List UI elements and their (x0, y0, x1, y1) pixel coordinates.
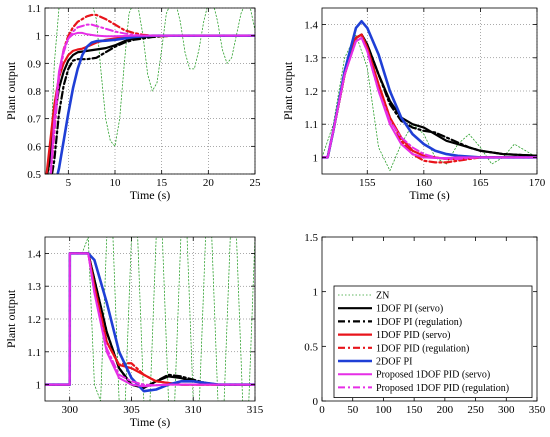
x-tick-label: 200 (437, 404, 454, 416)
y-axis-label: Plant output (4, 289, 18, 348)
x-tick-label: 25 (250, 177, 262, 189)
x-tick-label: 165 (472, 177, 489, 189)
y-tick-label: 0.7 (27, 114, 41, 126)
panel-top-left: 5 10 15 20 25 0.5 0.6 0.7 0.8 0.9 1 1.1 Time (s) Plan… (4, 3, 262, 202)
axes-frame (321, 236, 538, 402)
x-tick-label: 150 (406, 404, 423, 416)
series-line-proposed-1dof-pid-regulation- (45, 252, 255, 387)
x-tick-label: 300 (61, 404, 78, 416)
y-tick-label: 1 (313, 152, 319, 164)
x-tick-label: 250 (467, 404, 484, 416)
series-group (322, 19, 537, 172)
legend-label: 1DOF PI (regulation) (376, 317, 462, 328)
x-tick-label: 155 (359, 177, 376, 189)
legend-label: 1DOF PID (servo) (376, 330, 450, 341)
y-tick-label: 0.6 (27, 141, 41, 153)
y-tick-label: 1 (36, 380, 42, 392)
y-tick-label: 1.4 (304, 20, 318, 32)
legend-label: Proposed 1DOF PID (servo) (376, 370, 490, 381)
y-tick-label: 0.9 (27, 58, 41, 70)
panel-top-right: 155 160 165 170 1 1.1 1.2 1.3 1.4 Time (s) Plant o… (281, 7, 546, 202)
x-tick-label: 305 (123, 404, 140, 416)
x-tick-label: 20 (203, 177, 215, 189)
series-line-zn (45, 237, 255, 401)
x-axis-label: Time (s) (130, 415, 171, 429)
y-tick-label: 1.1 (27, 347, 41, 359)
y-tick-label: 1.2 (27, 314, 41, 326)
legend-label: 2DOF PI (376, 357, 412, 368)
panel-bottom-left: 300 305 310 315 1 1.1 1.2 1.3 1.4 Time (s) Plant o… (4, 236, 264, 429)
y-tick-label: 1.2 (304, 86, 318, 98)
x-tick-label: 15 (156, 177, 168, 189)
x-tick-label: 5 (66, 177, 72, 189)
y-axis-label: Plant output (281, 61, 295, 120)
x-tick-label: 170 (529, 177, 546, 189)
y-tick-label: 1.1 (304, 119, 318, 131)
y-tick-label: 0.5 (27, 169, 41, 181)
legend-label: ZN (376, 291, 389, 302)
y-tick-label: 1.1 (27, 3, 41, 15)
legend-box (333, 285, 533, 398)
x-tick-label: 0 (319, 404, 325, 416)
y-tick-label: 1.5 (304, 232, 318, 244)
y-tick-label: 1.4 (27, 248, 41, 260)
series-group (45, 237, 255, 401)
x-tick-label: 100 (375, 404, 392, 416)
legend-label: 1DOF PI (servo) (376, 304, 443, 315)
x-axis-label: Time (s) (130, 188, 171, 202)
y-tick-label: 1.3 (304, 53, 318, 65)
x-axis-label: Time (s) (409, 188, 450, 202)
series-line-proposed-1dof-pid-regulation- (49, 23, 255, 174)
series-group (45, 8, 255, 174)
y-tick-label: 1.3 (27, 281, 41, 293)
x-tick-label: 300 (498, 404, 515, 416)
x-tick-label: 50 (347, 404, 359, 416)
legend-label: 1DOF PID (regulation) (376, 343, 469, 354)
panel-bottom-right: 0 50 100 150 200 250 300 350 0 0.5 1 1.5 ZN 1DOF PI (… (304, 232, 546, 416)
y-tick-label: 1 (313, 287, 319, 299)
x-tick-label: 10 (110, 177, 122, 189)
y-tick-label: 0 (313, 396, 319, 408)
legend-label: Proposed 1DOF PID (regulation) (376, 383, 509, 394)
y-tick-label: 0.8 (27, 86, 41, 98)
x-tick-label: 350 (529, 404, 546, 416)
y-tick-label: 1 (36, 31, 42, 43)
legend: ZN 1DOF PI (servo) 1DOF PI (regulation) 1DO… (333, 285, 533, 398)
series-line-zn (49, 8, 255, 174)
y-tick-label: 0.5 (304, 341, 318, 353)
x-tick-label: 160 (416, 177, 433, 189)
series-line-proposed-1dof-pid-regulation- (322, 36, 537, 161)
x-tick-label: 310 (185, 404, 202, 416)
y-axis-label: Plant output (4, 61, 18, 120)
x-tick-label: 315 (247, 404, 264, 416)
